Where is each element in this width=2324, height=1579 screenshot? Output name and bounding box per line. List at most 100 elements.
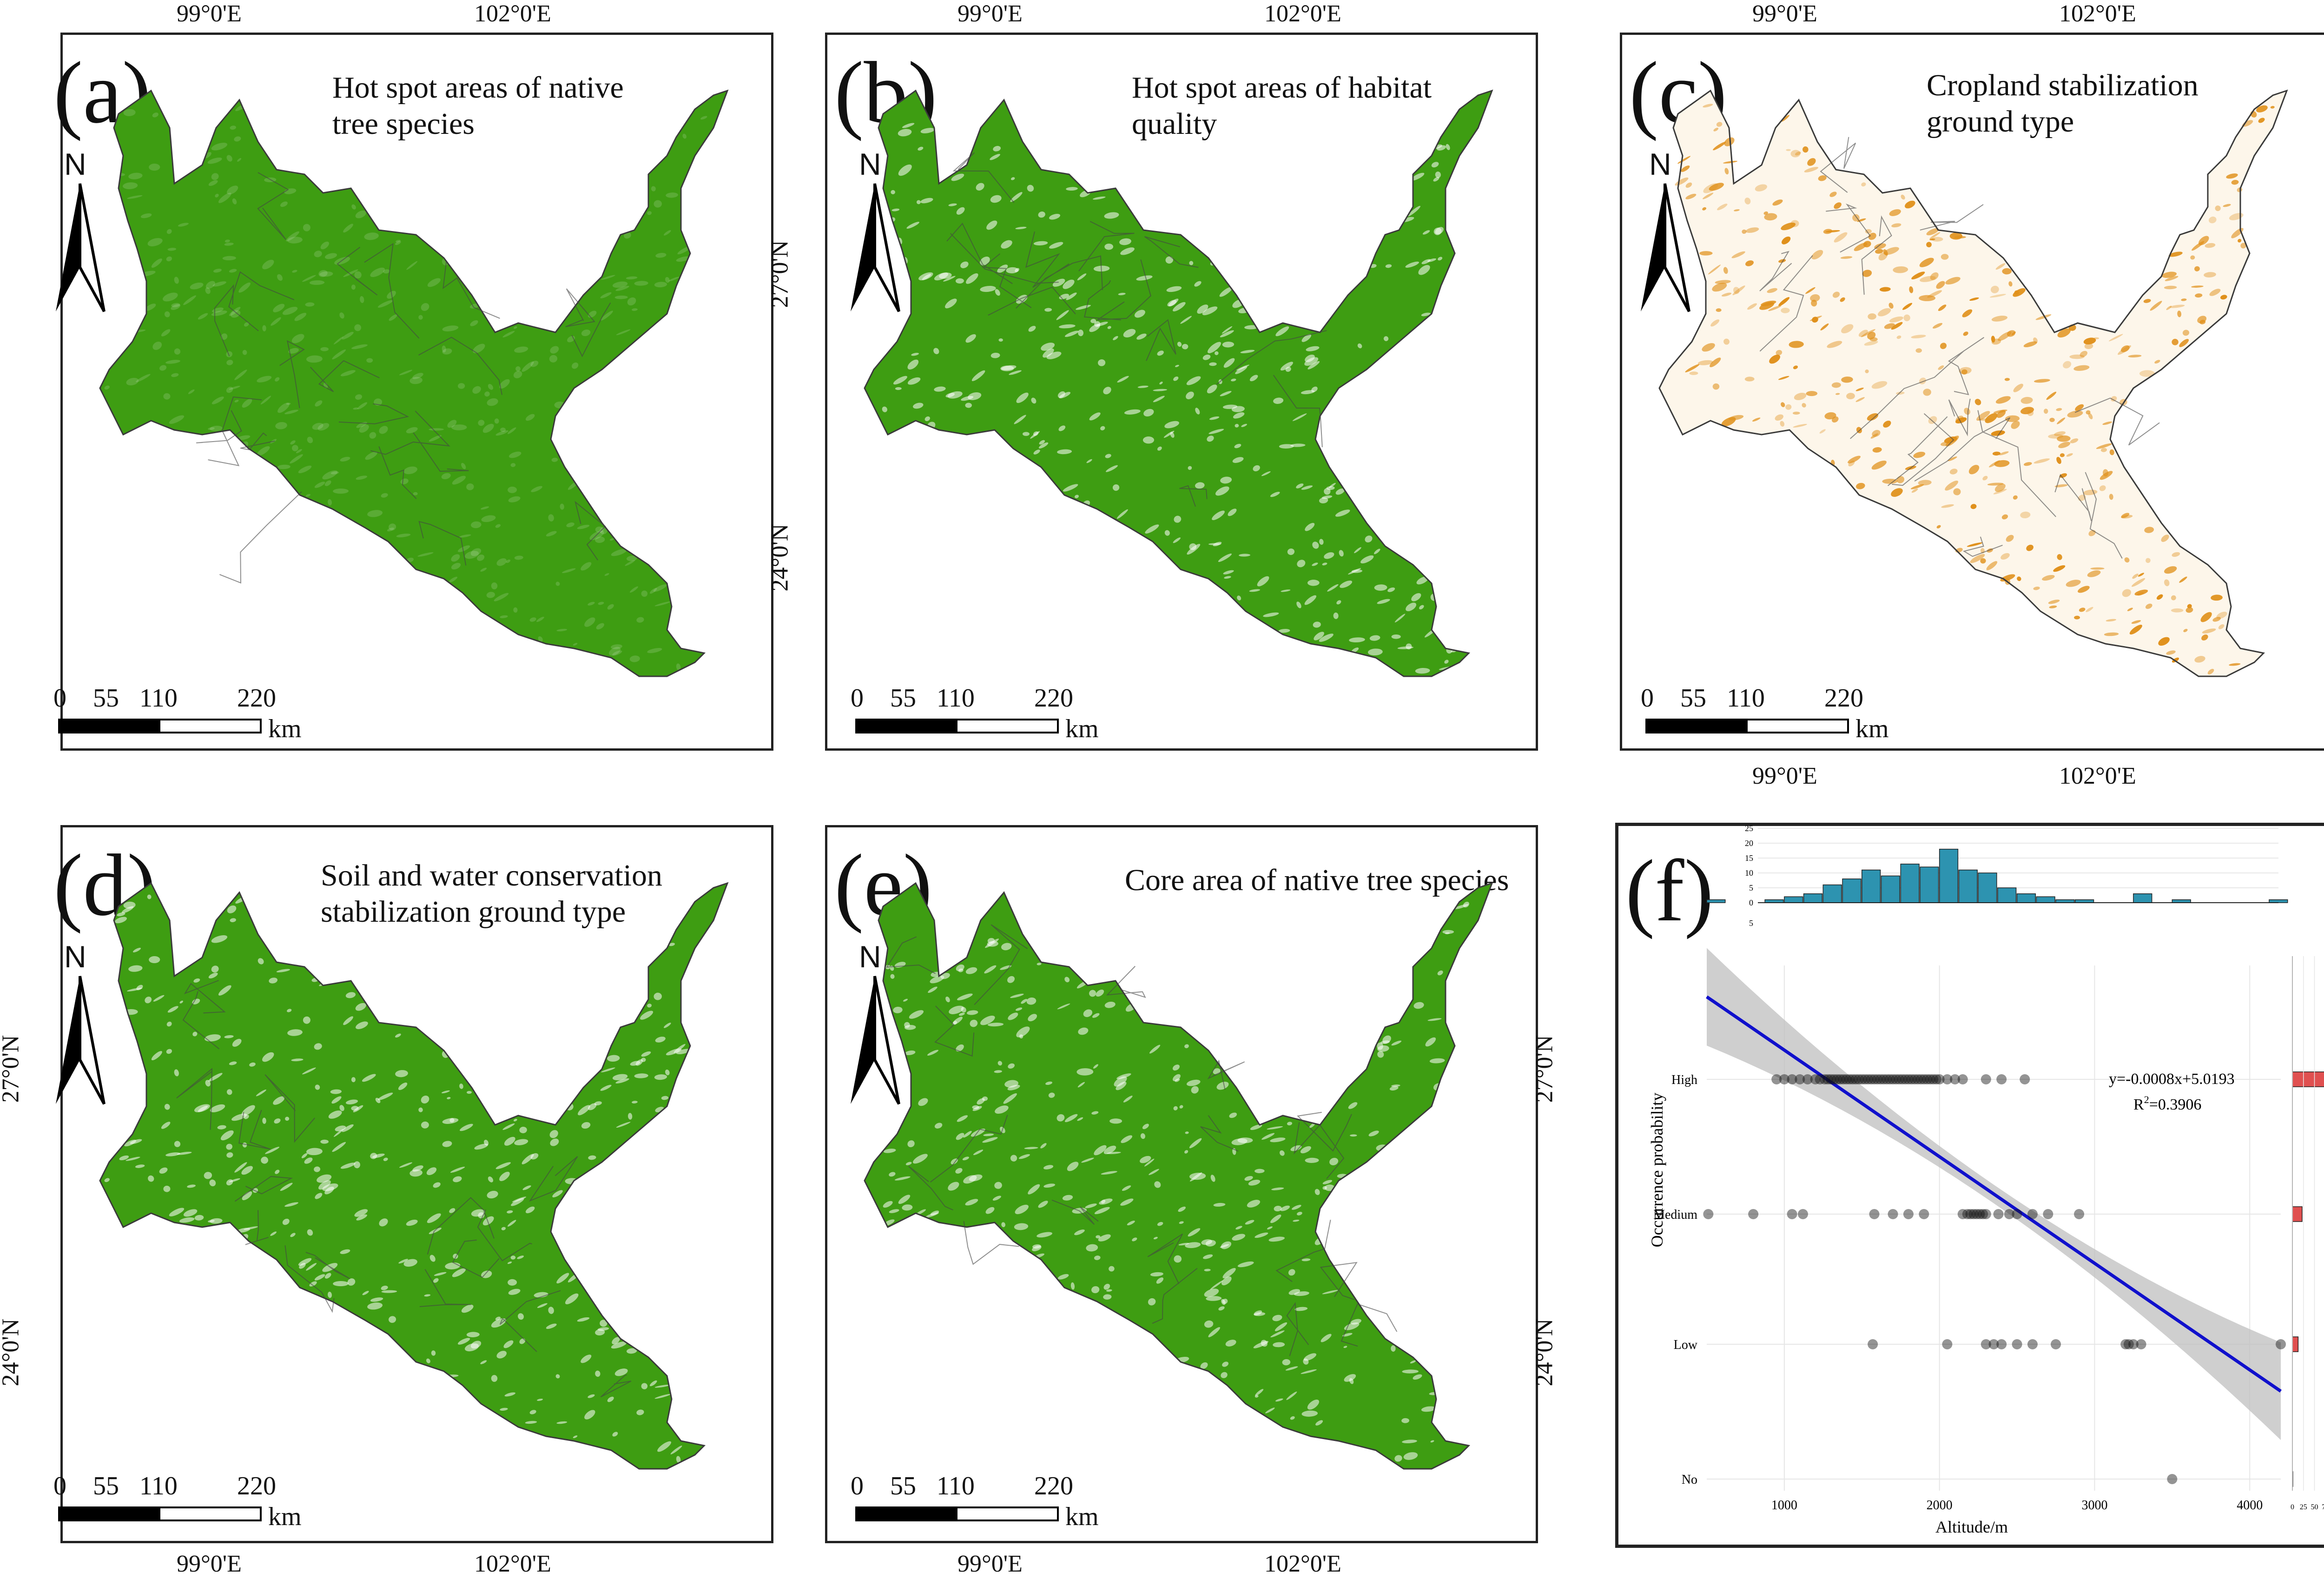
hist-bar xyxy=(1920,866,1939,903)
lon-label-bottom-1: 99°0'E xyxy=(1752,763,1817,789)
hist-y-tick: 0 xyxy=(1749,898,1753,907)
data-point xyxy=(1993,1209,2004,1219)
data-point xyxy=(1835,1074,1846,1084)
region-fill xyxy=(865,91,1492,676)
hist-bar xyxy=(1881,875,1900,903)
r2-superscript: 2 xyxy=(2144,1094,2149,1105)
panel-c: (c) Cropland stabilization ground type N… xyxy=(1620,33,2324,751)
data-point xyxy=(1894,1074,1904,1084)
panel-title: Core area of native tree species xyxy=(1125,862,1509,899)
data-point xyxy=(1771,1074,1782,1084)
data-point xyxy=(1844,1074,1855,1084)
scale-tick-220: 220 xyxy=(237,1472,276,1500)
north-arrow-icon xyxy=(851,183,900,312)
hist-bar xyxy=(2036,896,2055,903)
texture-marks xyxy=(882,123,1456,674)
data-point xyxy=(1978,1209,1988,1219)
scale-tick-220: 220 xyxy=(1034,1472,1073,1500)
scale-tick-110: 110 xyxy=(1727,684,1765,713)
data-point xyxy=(1915,1074,1926,1084)
data-point xyxy=(1826,1074,1836,1084)
data-point xyxy=(1912,1074,1923,1084)
ylabel: Occurrence probability xyxy=(1648,1093,1666,1248)
scale-bar-black xyxy=(855,719,957,733)
title-line-1: Hot spot areas of native xyxy=(332,71,624,105)
map-region xyxy=(864,89,1493,677)
data-point xyxy=(1928,1074,1939,1084)
panel-title: Cropland stabilization ground type xyxy=(1927,67,2199,140)
hist-bar xyxy=(1900,864,1920,903)
north-label: N xyxy=(64,147,86,181)
hist-y-tick: 10 xyxy=(1745,868,1753,878)
data-point xyxy=(1878,1074,1889,1084)
north-arrow-icon xyxy=(56,976,106,1105)
lat-label-right-1: 27°0'N xyxy=(766,240,793,308)
hist-bar xyxy=(1978,872,1997,903)
hist-bar xyxy=(1958,869,1978,903)
region-boundary xyxy=(99,882,729,1470)
y-tick-label: Medium xyxy=(1653,1208,1697,1222)
xlabel: Altitude/m xyxy=(1935,1518,2008,1536)
data-point xyxy=(1957,1209,1968,1219)
panel-label: (f) xyxy=(1625,842,1714,940)
lat-label-right-1: 27°0'N xyxy=(1531,1035,1558,1103)
data-point xyxy=(1860,1074,1870,1084)
data-point xyxy=(2020,1074,2030,1084)
data-point xyxy=(2276,1339,2286,1349)
hist-bar xyxy=(1997,887,2017,903)
panel-a: (a) Hot spot areas of native tree specie… xyxy=(53,33,773,751)
hist-bar xyxy=(1822,884,1842,903)
county-boundaries xyxy=(946,152,1327,507)
texture-marks xyxy=(104,103,707,671)
scale-bar-white xyxy=(158,719,262,733)
lon-label-bottom-2: 102°0'E xyxy=(2059,763,2136,789)
data-point xyxy=(1866,1074,1876,1084)
scale-tick-55: 55 xyxy=(890,1472,916,1500)
scale-tick-110: 110 xyxy=(139,1472,178,1500)
scale-bar-black xyxy=(1645,719,1748,733)
title-line-2: quality xyxy=(1132,106,1217,141)
data-point xyxy=(1900,1074,1911,1084)
lon-label-bottom-1: 99°0'E xyxy=(957,1551,1023,1577)
title-line-2: tree species xyxy=(332,106,475,141)
x-tick-label: 3000 xyxy=(2081,1498,2107,1513)
north-arrow-icon xyxy=(851,976,900,1105)
data-point xyxy=(1942,1339,1953,1349)
scale-unit: km xyxy=(1065,1502,1099,1531)
lon-label-top-1: 99°0'E xyxy=(1752,0,1817,27)
lon-label-bottom-2: 102°0'E xyxy=(474,1551,551,1577)
data-point xyxy=(1909,1074,1920,1084)
data-point xyxy=(1779,1074,1789,1084)
x-tick-label: 4000 xyxy=(2237,1498,2263,1513)
data-point xyxy=(1981,1339,1991,1349)
data-point xyxy=(2051,1339,2061,1349)
regression-line xyxy=(1706,995,2282,1393)
rhist-x-tick: 25 xyxy=(2300,1503,2307,1511)
north-label: N xyxy=(859,147,881,181)
rhist-x-tick: 0 xyxy=(2291,1503,2294,1511)
scale-bar-white xyxy=(956,719,1059,733)
data-point xyxy=(1957,1074,1968,1084)
y-tick-label: Low xyxy=(1674,1338,1698,1352)
data-point xyxy=(1906,1074,1917,1084)
y-tick-label: High xyxy=(1671,1073,1697,1087)
data-point xyxy=(2074,1209,2085,1219)
title-line-1: Cropland stabilization xyxy=(1927,68,2199,102)
scale-tick-55: 55 xyxy=(93,684,119,713)
rhist-bar-low xyxy=(2292,1336,2299,1352)
texture-marks xyxy=(883,902,1470,1462)
data-point xyxy=(1787,1074,1797,1084)
lon-label-bottom-2: 102°0'E xyxy=(1264,1551,1341,1577)
title-line-2: ground type xyxy=(1927,104,2074,139)
scale-bar-white xyxy=(1746,719,1849,733)
hist-bar xyxy=(1784,896,1803,903)
data-point xyxy=(1903,1074,1914,1084)
data-point xyxy=(1981,1074,1991,1084)
data-point xyxy=(1787,1209,1797,1219)
lon-label-top-2: 102°0'E xyxy=(474,0,551,27)
hist-y-tick: 15 xyxy=(1745,853,1753,863)
data-point xyxy=(1962,1209,1973,1219)
region-boundary xyxy=(99,89,729,677)
x-tick-label: 1000 xyxy=(1771,1498,1797,1513)
